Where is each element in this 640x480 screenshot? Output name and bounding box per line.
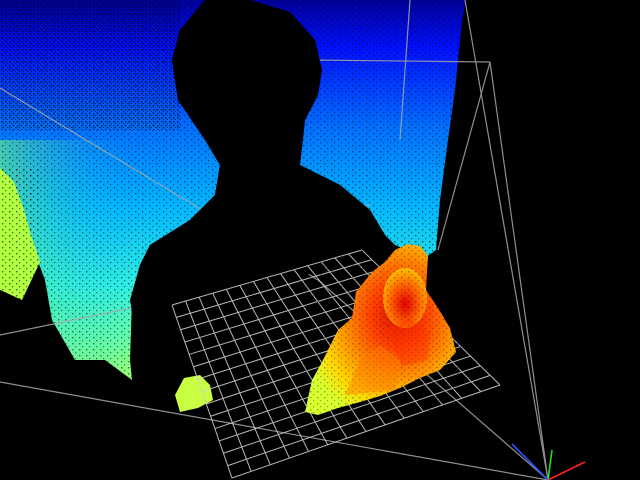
person-silhouette — [130, 0, 395, 312]
floor-points — [175, 375, 213, 412]
y-axis-line — [547, 449, 553, 480]
x-axis-line — [547, 461, 586, 480]
near-object-point-cloud — [300, 240, 460, 420]
coordinate-axes-gizmo — [511, 443, 586, 480]
left-wall-edge-points — [0, 168, 40, 300]
z-axis-line — [511, 443, 549, 480]
